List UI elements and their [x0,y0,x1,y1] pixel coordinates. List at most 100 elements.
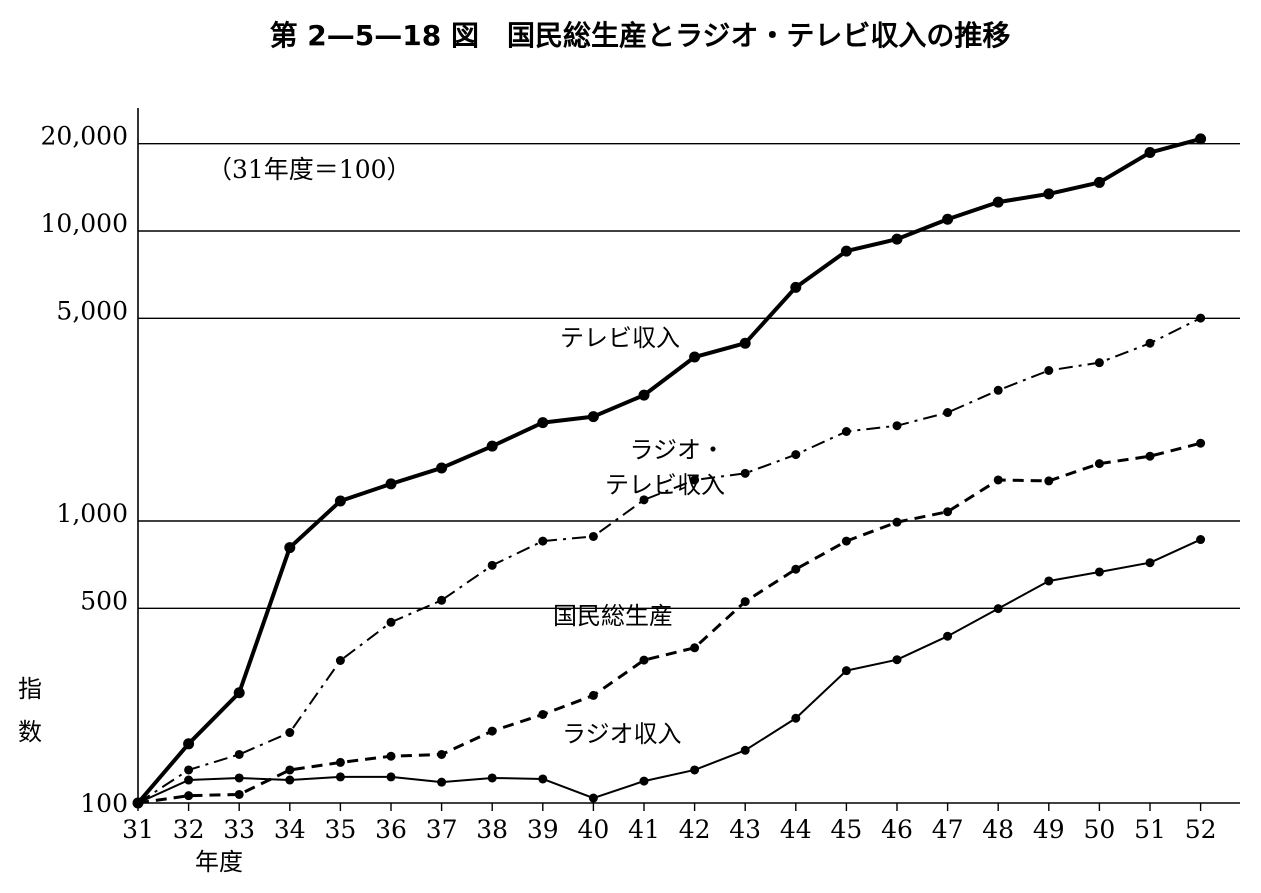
x-tick-label-36: 36 [375,815,407,844]
data-point-3-19 [1094,567,1104,577]
data-point-3-12 [740,745,750,755]
data-point-2-14 [841,536,851,546]
data-point-3-16 [943,631,953,641]
x-tick-label-43: 43 [729,815,761,844]
data-point-1-9 [588,531,598,541]
x-tick-label-38: 38 [476,815,508,844]
data-point-0-15 [891,233,903,245]
x-tick-label-52: 52 [1185,815,1217,844]
x-tick-label-44: 44 [780,815,812,844]
x-tick-label-47: 47 [932,815,964,844]
x-tick-label-41: 41 [628,815,660,844]
grid-lines [138,143,1240,609]
data-point-0-14 [840,245,852,257]
y-axis-label-part-1: 指 [18,675,42,703]
data-point-2-1 [184,791,194,801]
data-point-0-5 [385,478,397,490]
data-point-0-12 [739,337,751,349]
data-point-1-16 [943,408,953,418]
data-point-0-20 [1144,147,1156,159]
data-point-1-6 [437,595,447,605]
x-tick-label-33: 33 [223,815,255,844]
chart-title: 第 2—5—18 図 国民総生産とラジオ・テレビ収入の推移 [270,19,1011,52]
data-point-2-7 [487,726,497,736]
data-point-2-2 [234,789,244,799]
data-point-1-18 [1044,366,1054,376]
data-point-0-16 [942,213,954,225]
y-tick-label-0: 100 [80,789,128,818]
data-point-1-1 [184,765,194,775]
x-tick-label-45: 45 [830,815,862,844]
data-point-3-21 [1196,535,1206,545]
data-point-0-3 [284,542,296,554]
data-point-3-4 [335,772,345,782]
data-point-0-2 [233,687,245,699]
data-point-3-8 [538,774,548,784]
data-point-1-14 [841,427,851,437]
x-tick-label-37: 37 [426,815,458,844]
data-point-0-10 [638,389,650,401]
data-point-2-6 [437,749,447,759]
y-tick-label-3: 5,000 [56,296,128,325]
data-point-1-17 [993,385,1003,395]
data-point-3-9 [588,793,598,803]
data-point-0-8 [537,417,549,429]
y-tick-labels: 100 500 1,000 5,000 10,000 20,000 [41,122,128,818]
x-tick-labels: 31 32 33 34 35 36 37 38 39 40 41 42 43 44 45 46 47 48 49 50… [122,803,1217,844]
x-tick-label-49: 49 [1033,815,1065,844]
data-point-3-17 [993,604,1003,614]
x-tick-label-34: 34 [274,815,306,844]
series-label-1-line-0: ラジオ・ [629,436,725,464]
data-point-1-2 [234,749,244,759]
data-point-2-16 [943,507,953,517]
data-point-3-5 [386,772,396,782]
axes [137,108,1240,804]
x-tick-label-48: 48 [982,815,1014,844]
data-point-3-6 [437,777,447,787]
data-point-2-4 [335,757,345,767]
data-point-0-4 [334,495,346,507]
series-label-0: テレビ収入 [560,324,680,352]
data-point-1-5 [386,617,396,627]
data-point-3-20 [1145,558,1155,568]
data-point-1-11 [690,475,700,485]
x-tick-label-40: 40 [577,815,609,844]
y-tick-label-2: 1,000 [56,499,128,528]
data-point-2-13 [791,564,801,574]
data-point-0-17 [992,196,1004,208]
data-point-3-13 [791,713,801,723]
data-point-1-8 [538,536,548,546]
y-tick-label-4: 10,000 [41,209,128,238]
y-axis-label-part-2: 数 [18,718,42,746]
data-point-2-15 [892,517,902,527]
data-point-1-20 [1145,338,1155,348]
data-point-3-10 [639,776,649,786]
data-point-1-21 [1196,313,1206,323]
data-point-3-11 [690,765,700,775]
x-tick-label-31: 31 [122,815,154,844]
data-point-1-13 [791,450,801,460]
data-point-2-9 [588,690,598,700]
data-point-3-0 [133,798,143,808]
data-point-1-7 [487,560,497,570]
data-point-0-19 [1093,176,1105,188]
chart-note: （31年度＝100） [207,155,412,184]
data-point-1-12 [740,468,750,478]
data-point-2-18 [1044,476,1054,486]
data-point-0-13 [790,281,802,293]
data-point-1-3 [285,728,295,738]
y-tick-label-1: 500 [80,586,128,615]
series-label-2: 国民総生産 [553,602,673,630]
data-point-2-19 [1094,459,1104,469]
series-label-1-line-1: テレビ収入 [605,471,725,499]
series-label-3: ラジオ収入 [562,720,682,748]
data-point-0-6 [436,462,448,474]
data-point-2-10 [639,655,649,665]
data-point-2-17 [993,475,1003,485]
data-point-2-20 [1145,451,1155,461]
data-point-3-18 [1044,576,1054,586]
series-line-1 [137,317,1202,804]
data-point-3-3 [285,775,295,785]
